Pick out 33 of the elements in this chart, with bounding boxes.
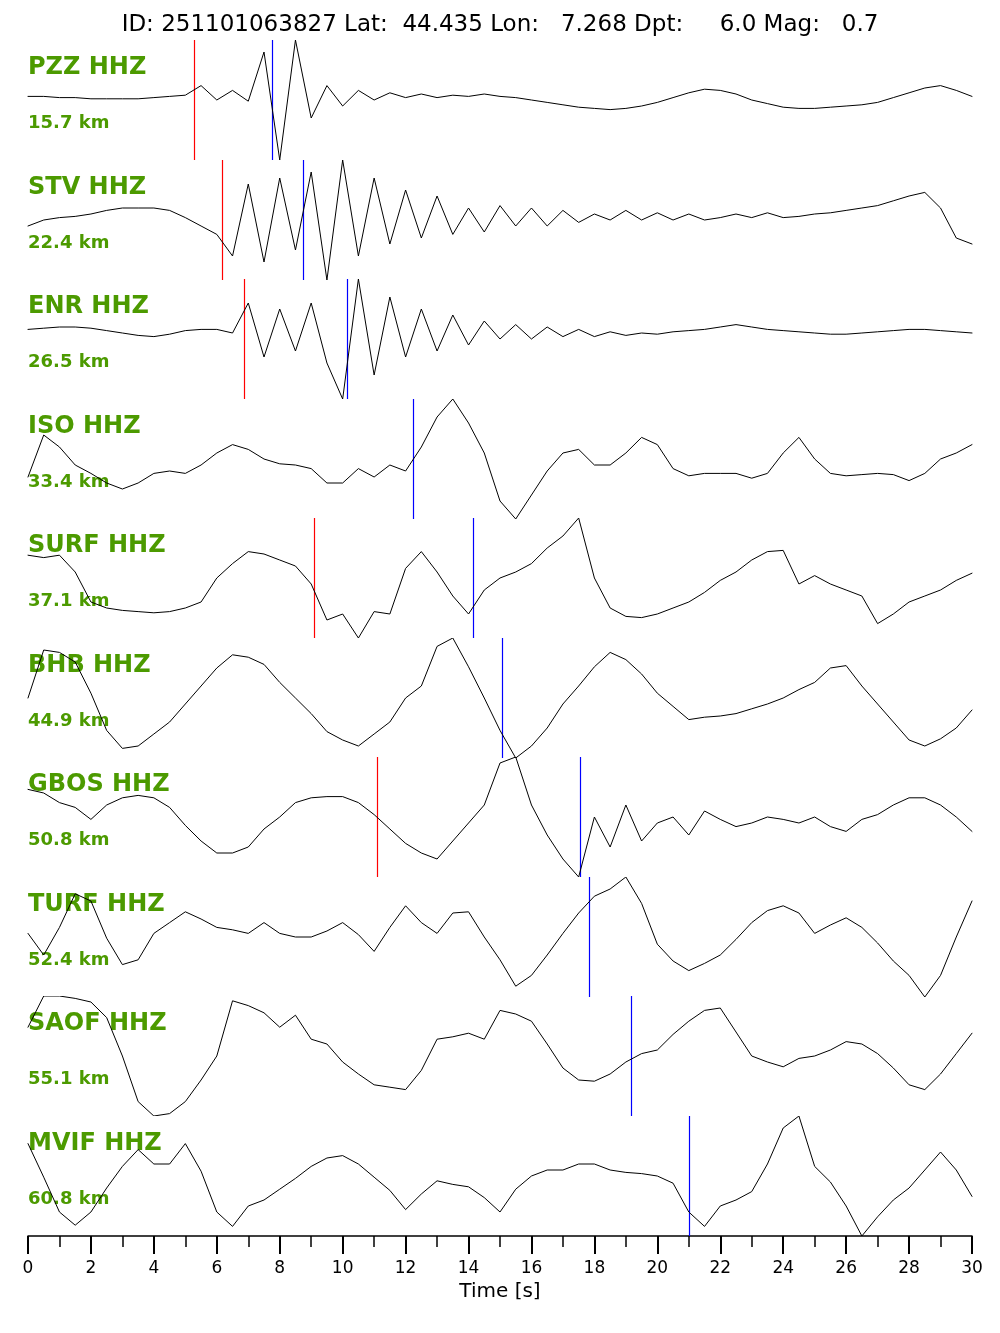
- annotation: SURF HHZ: [28, 530, 166, 558]
- annotation: 15.7 km: [28, 110, 110, 132]
- chart-title: ID: 251101063827 Lat: 44.435 Lon: 7.268 Dpt: 6.0 Mag: 0.7: [121, 9, 879, 36]
- annotation: 55.1 km: [28, 1066, 110, 1088]
- x-tick-label: 0: [22, 1256, 34, 1276]
- x-tick-label: 2: [85, 1256, 97, 1276]
- annotation: ISO HHZ: [28, 410, 141, 439]
- x-tick-label: 8: [274, 1256, 286, 1276]
- annotation: 26.5 km: [28, 349, 110, 371]
- annotation: SAOF HHZ: [28, 1008, 167, 1036]
- x-tick-label: 30: [961, 1256, 983, 1276]
- x-tick-label: 20: [646, 1256, 669, 1276]
- x-tick-label: 16: [520, 1256, 543, 1276]
- annotation: PZZ HHZ: [28, 52, 147, 80]
- x-tick-label: 24: [772, 1256, 795, 1276]
- x-tick-label: 26: [835, 1256, 857, 1276]
- x-tick-label: 10: [331, 1256, 354, 1276]
- x-tick-label: 6: [211, 1256, 223, 1276]
- annotation: GBOS HHZ: [28, 769, 170, 797]
- annotation: STV HHZ: [28, 171, 147, 200]
- x-tick-label: 28: [898, 1256, 920, 1276]
- x-tick-label: 12: [394, 1256, 417, 1276]
- x-tick-label: 14: [457, 1256, 480, 1276]
- annotation: 22.4 km: [28, 230, 110, 251]
- x-axis-title: Time [s]: [458, 1277, 541, 1302]
- annotation: 50.8 km: [28, 827, 110, 849]
- x-tick-label: 18: [583, 1256, 606, 1276]
- x-tick-label: 22: [709, 1256, 732, 1276]
- annotation: 52.4 km: [28, 947, 110, 968]
- annotation: ENR HHZ: [28, 291, 149, 319]
- x-tick-label: 4: [148, 1256, 160, 1276]
- annotation: 37.1 km: [28, 588, 110, 610]
- annotation: MVIF HHZ: [28, 1127, 162, 1156]
